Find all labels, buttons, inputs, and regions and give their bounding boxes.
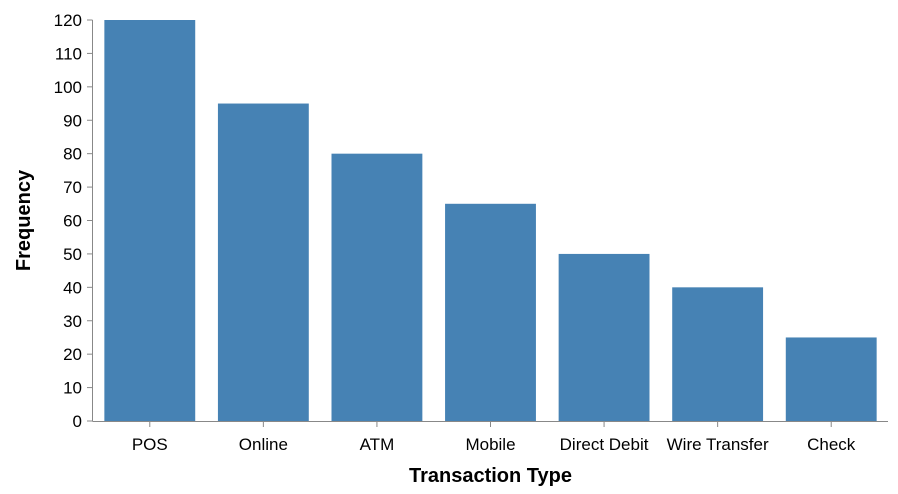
bar-check	[785, 337, 877, 421]
bar-direct-debit	[558, 253, 650, 421]
bars-group	[104, 20, 877, 422]
y-tick-label-0: 0	[73, 412, 82, 431]
y-tick-label-20: 20	[63, 345, 82, 364]
y-tick-label-50: 50	[63, 245, 82, 264]
y-tick-label-70: 70	[63, 178, 82, 197]
bar-wire-transfer	[672, 287, 764, 421]
y-tick-label-100: 100	[54, 78, 82, 97]
x-axis-title: Transaction Type	[409, 465, 572, 487]
y-tick-label-120: 120	[54, 11, 82, 30]
x-axis: POS Online ATM Mobile Direct Debit Wire Trans…	[92, 421, 888, 454]
x-tick-label-mobile: Mobile	[465, 435, 515, 454]
bar-mobile	[445, 203, 536, 421]
y-tick-label-40: 40	[63, 278, 82, 297]
y-axis: 0 10 20 30 40 50 60 70 80 90 100 110 120	[54, 11, 93, 431]
y-tick-label-80: 80	[63, 145, 82, 164]
y-tick-label-90: 90	[63, 111, 82, 130]
x-tick-label-wire-transfer: Wire Transfer	[667, 435, 769, 454]
bar-pos	[104, 20, 196, 421]
x-tick-label-pos: POS	[132, 435, 168, 454]
y-axis-title: Frequency	[13, 169, 35, 271]
x-tick-label-online: Online	[239, 435, 288, 454]
y-tick-label-10: 10	[63, 379, 82, 398]
y-tick-label-30: 30	[63, 312, 82, 331]
x-tick-label-check: Check	[807, 435, 856, 454]
y-tick-label-60: 60	[63, 212, 82, 231]
bar-online	[217, 103, 309, 421]
y-tick-label-110: 110	[55, 44, 82, 63]
x-tick-label-direct-debit: Direct Debit	[560, 435, 649, 454]
x-tick-label-atm: ATM	[360, 435, 395, 454]
bar-atm	[331, 153, 423, 422]
